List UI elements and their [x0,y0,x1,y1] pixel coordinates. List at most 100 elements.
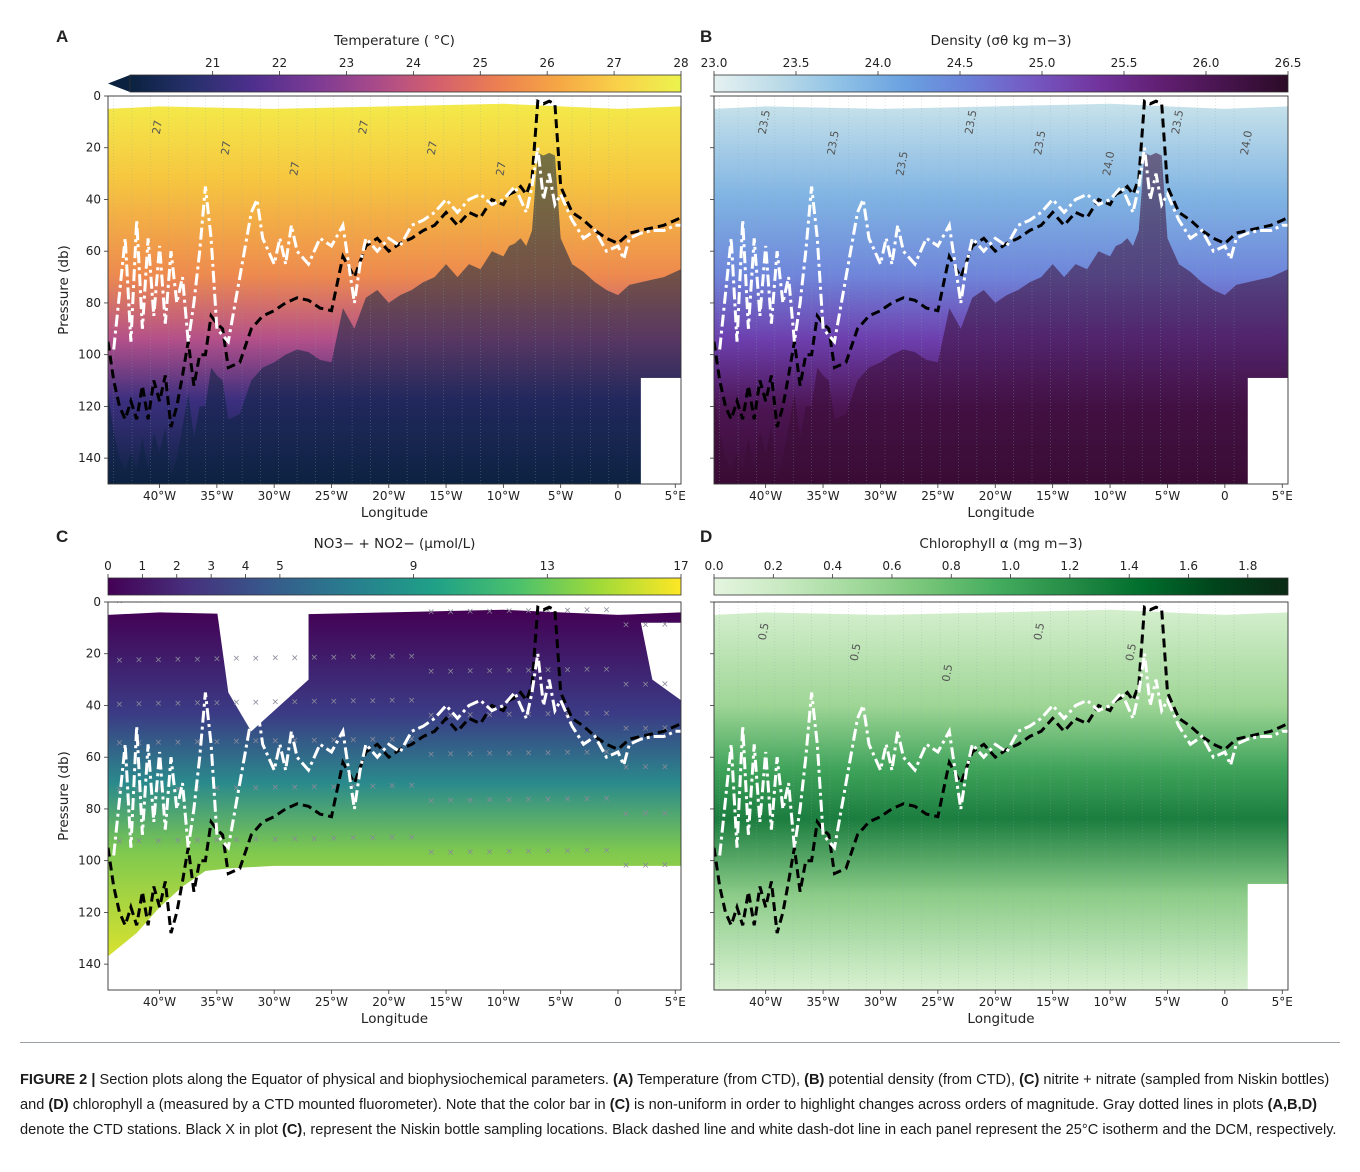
x-tick-label: 20°W [372,489,405,503]
isotherm-25c-line [714,604,1288,934]
colorbar-tick-label: 17 [673,559,688,573]
x-tick-label: 15°W [429,995,462,1009]
niskin-marker: × [349,834,357,844]
niskin-marker: × [213,737,221,747]
niskin-marker: × [311,697,319,707]
x-tick-label: 40°W [749,489,782,503]
niskin-marker: × [155,655,163,665]
niskin-marker: × [330,593,338,603]
niskin-marker: × [603,794,611,804]
niskin-marker: × [116,837,124,847]
niskin-marker: × [466,607,474,617]
colorbar [129,74,682,93]
niskin-marker: × [291,835,299,845]
niskin-marker: × [311,736,319,746]
panel-d: D Chlorophyll α (mg m−3) 0.0 0.2 0.4 0.6 0.8 1.… [700,527,1293,1027]
figure-caption: FIGURE 2 | Section plots along the Equat… [20,1068,1340,1143]
niskin-marker: × [369,782,377,792]
section-field: × × × × × × × × × × × × × × × × × × × × × × × × × × × × × × × × × × × × × × × ×… [108,593,681,957]
x-tick-label: 0 [1221,995,1229,1009]
niskin-marker: × [252,783,260,793]
contour-label: 23.5 [962,109,979,135]
caption-ref-c: (C) [609,1097,630,1113]
y-tick-label: 120 [78,399,101,413]
niskin-marker: × [116,739,124,749]
niskin-marker: × [408,652,416,662]
niskin-marker: × [311,594,319,604]
niskin-marker: × [233,737,241,747]
dcm-line [112,653,681,856]
niskin-marker: × [505,795,513,805]
x-tick-label: 5°E [665,995,686,1009]
x-tick-label: 5°W [1155,489,1181,503]
x-tick-label: 5°E [665,489,686,503]
niskin-marker: × [583,709,591,719]
niskin-marker: × [505,847,513,857]
y-tick-label: 60 [86,244,101,258]
niskin-marker: × [564,748,572,758]
niskin-marker: × [194,655,202,665]
colorbar-tick-label: 1 [139,559,147,573]
niskin-marker: × [155,785,163,795]
caption-ref-c: (C) [1019,1072,1040,1088]
niskin-marker: × [661,861,669,871]
niskin-marker: × [661,809,669,819]
niskin-marker: × [349,697,357,707]
niskin-marker: × [544,748,552,758]
caption-ref-b: (B) [804,1072,825,1088]
x-tick-label: 40°W [143,995,176,1009]
niskin-marker: × [349,653,357,663]
niskin-marker: × [486,607,494,617]
niskin-marker: × [213,654,221,664]
caption-ref-c: (C) [282,1122,303,1138]
panel-b: B Density (σθ kg m−3) 23.0 23.5 24.0 24.5 25.0… [700,27,1301,521]
x-tick-label: 5°W [1155,995,1181,1009]
niskin-marker: × [583,606,591,616]
niskin-marker: × [135,656,143,666]
colorbar-tick-label: 0.8 [942,559,961,573]
niskin-marker: × [369,735,377,745]
panel-letter: B [700,27,712,46]
caption-text: potential density (from CTD), [824,1072,1020,1088]
colorbar-tick-label: 26.0 [1193,56,1220,70]
colorbar-tick-label: 4 [242,559,250,573]
niskin-marker: × [603,665,611,675]
niskin-marker: × [486,847,494,857]
niskin-marker: × [642,680,650,690]
contour-label: 27 [150,119,165,135]
niskin-marker: × [447,796,455,806]
niskin-marker: × [447,607,455,617]
dcm-line [718,147,1288,350]
colorbar-tick-label: 28 [673,56,688,70]
niskin-marker: × [213,784,221,794]
niskin-marker: × [349,593,357,603]
niskin-marker: × [642,724,650,734]
colorbar-tick-label: 25.5 [1111,56,1138,70]
colorbar-tick-label: 22 [272,56,287,70]
colorbar-tick-label: 0 [104,559,112,573]
y-tick-label: 120 [78,905,101,919]
niskin-marker: × [622,809,630,819]
colorbar-tick-label: 1.2 [1060,559,1079,573]
no-data-region [1247,377,1288,484]
x-tick-label: 15°W [1036,995,1069,1009]
colorbar-tick-label: 1.0 [1001,559,1020,573]
colorbar-tick-label: 24 [406,56,421,70]
colorbar-tick-label: 1.8 [1238,559,1257,573]
no-data-region [640,622,681,701]
niskin-marker: × [642,620,650,630]
niskin-marker: × [155,596,163,606]
niskin-marker: × [135,837,143,847]
x-axis-label: Longitude [361,1011,428,1027]
niskin-marker: × [291,697,299,707]
niskin-marker: × [213,836,221,846]
x-tick-label: 5°W [548,489,574,503]
contour-label: 27 [287,161,302,177]
niskin-marker: × [525,749,533,759]
x-tick-label: 30°W [864,489,897,503]
niskin-marker: × [564,606,572,616]
colorbar-label: NO3− + NO2− (μmol/L) [314,536,476,552]
colorbar-tick-label: 23.0 [701,56,728,70]
colorbar-tick-label: 0.2 [764,559,783,573]
niskin-marker: × [583,748,591,758]
